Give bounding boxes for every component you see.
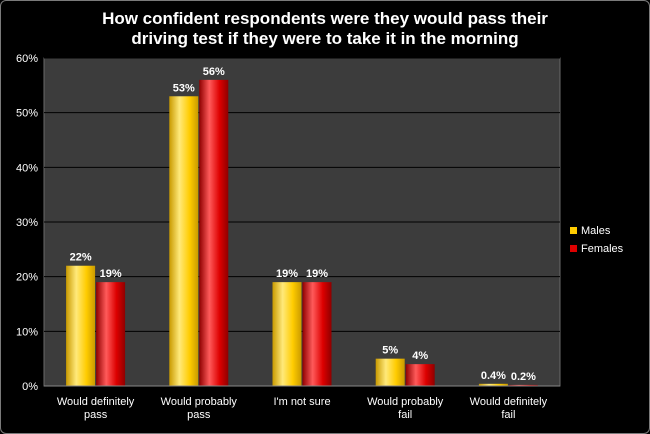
x-tick-label: Would definitely [470, 396, 548, 408]
bar-females [199, 79, 229, 386]
bar-males [272, 282, 302, 386]
x-tick-label: Would definitely [57, 396, 135, 408]
y-tick-label: 30% [16, 217, 38, 229]
bar-females [405, 364, 435, 386]
chart-title-line-2: driving test if they were to take it in … [131, 29, 518, 48]
bar-females [302, 282, 332, 386]
x-tick-label: Would probably [161, 396, 238, 408]
data-label: 0.4% [481, 370, 506, 382]
y-tick-label: 0% [22, 381, 38, 393]
bar-males [375, 358, 405, 386]
data-label: 19% [276, 268, 298, 280]
bar-females [96, 282, 126, 386]
data-label: 22% [70, 252, 92, 264]
y-tick-label: 40% [16, 162, 38, 174]
data-label: 0.2% [511, 371, 536, 383]
bar-males [66, 265, 96, 386]
x-tick-label: pass [187, 409, 211, 421]
bar-females [508, 384, 538, 386]
legend-label: Males [581, 225, 611, 237]
y-tick-label: 10% [16, 326, 38, 338]
legend-swatch-females [570, 245, 577, 252]
bars [66, 79, 538, 387]
y-tick-label: 20% [16, 272, 38, 284]
x-tick-label: pass [84, 409, 108, 421]
data-label: 5% [382, 345, 398, 357]
chart-title: How confident respondents were they woul… [102, 9, 548, 48]
data-label: 4% [412, 350, 428, 362]
data-labels: 22% 19% 53% 56% 19% 19% 5% 4% 0.4% 0.2% [70, 66, 537, 383]
data-label: 19% [306, 268, 328, 280]
bar-males [169, 96, 199, 387]
data-label: 56% [203, 66, 225, 78]
y-tick-label: 60% [16, 53, 38, 65]
gridlines [44, 57, 560, 387]
legend-swatch-males [570, 227, 577, 234]
x-tick-label: Would probably [367, 396, 444, 408]
y-tick-label: 50% [16, 108, 38, 120]
y-axis: 0% 10% 20% 30% 40% 50% 60% [16, 53, 38, 393]
data-label: 53% [173, 82, 195, 94]
x-tick-label: fail [501, 409, 515, 421]
x-tick-label: I'm not sure [273, 396, 330, 408]
bar-males [478, 383, 508, 386]
x-tick-label: fail [398, 409, 412, 421]
chart-title-line-1: How confident respondents were they woul… [102, 9, 548, 28]
legend-label: Females [581, 243, 624, 255]
legend: Males Females [570, 225, 624, 255]
data-label: 19% [100, 268, 122, 280]
